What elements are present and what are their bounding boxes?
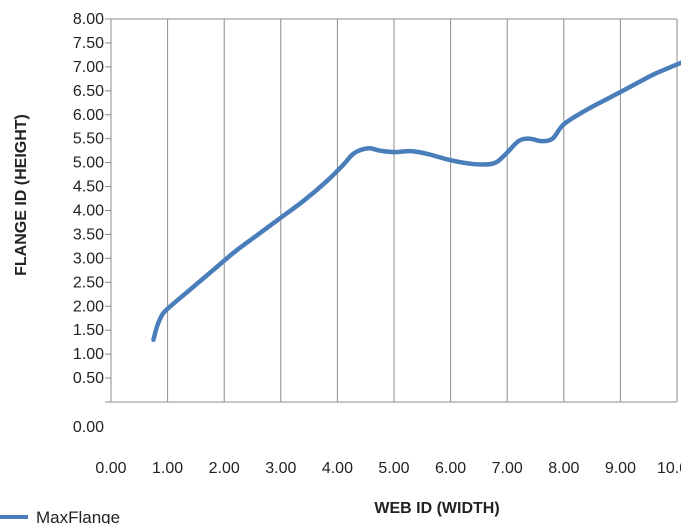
y-tick-label: 1.50 [73, 322, 104, 339]
x-tick-label: 1.00 [152, 460, 183, 477]
x-tick-label: 2.00 [209, 460, 240, 477]
y-tick-label: 4.50 [73, 179, 104, 196]
y-tick-label: 3.00 [73, 250, 104, 267]
y-tick-label: 7.50 [73, 35, 104, 52]
series-group [151, 60, 681, 343]
x-axis-ticks: 0.00 1.00 2.00 3.00 4.00 5.00 6.00 7.00 8.00 9.00… [95, 460, 681, 477]
series-line-maxflange [151, 60, 681, 343]
y-tick-label: 0.00 [73, 419, 104, 436]
y-axis-ticks: 0.00 0.50 1.00 1.50 2.00 2.50 3.00 3.50 4.00 4.50… [73, 11, 111, 436]
y-tick-label: 2.00 [73, 298, 104, 315]
x-tick-label: 5.00 [378, 460, 409, 477]
x-axis-title: WEB ID (WIDTH) [374, 500, 499, 517]
y-tick-label: 5.00 [73, 155, 104, 172]
y-axis-title: FLANGE ID (HEIGHT) [13, 114, 30, 276]
x-tick-label: 4.00 [322, 460, 353, 477]
y-tick-label: 1.00 [73, 346, 104, 363]
legend-label-maxflange: MaxFlange [36, 508, 120, 524]
y-tick-label: 6.00 [73, 107, 104, 124]
x-tick-label: 6.00 [435, 460, 466, 477]
y-tick-label: 5.50 [73, 131, 104, 148]
x-tick-label: 8.00 [548, 460, 579, 477]
x-tick-label: 10.00 [657, 460, 681, 477]
legend: MaxFlange [0, 508, 120, 524]
y-tick-label: 2.50 [73, 274, 104, 291]
y-tick-label: 0.50 [73, 370, 104, 387]
x-tick-label: 3.00 [265, 460, 296, 477]
x-tick-label: 9.00 [605, 460, 636, 477]
y-tick-label: 7.00 [73, 59, 104, 76]
x-tick-label: 0.00 [95, 460, 126, 477]
x-tick-label: 7.00 [492, 460, 523, 477]
y-tick-label: 6.50 [73, 83, 104, 100]
y-tick-label: 4.00 [73, 203, 104, 220]
y-tick-label: 8.00 [73, 11, 104, 28]
grid-lines [110, 18, 678, 402]
y-tick-label: 3.50 [73, 226, 104, 243]
